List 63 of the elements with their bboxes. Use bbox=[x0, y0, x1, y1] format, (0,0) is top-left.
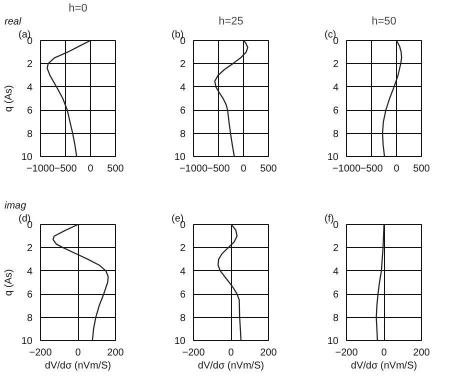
x-tick-label: 500 bbox=[260, 164, 278, 174]
y-tick-label: 6 bbox=[332, 106, 339, 117]
y-tick-label: 8 bbox=[26, 128, 33, 140]
text: imag bbox=[4, 200, 27, 212]
y-axis-title: q (As) bbox=[3, 85, 14, 112]
y-tick-label: 2 bbox=[332, 243, 339, 254]
y-tick-label: 10 bbox=[327, 336, 339, 347]
y-axis-title: q (As) bbox=[3, 269, 14, 296]
y-tick-label: 6 bbox=[26, 106, 33, 117]
x-tick-label: −200 bbox=[335, 348, 358, 358]
x-tick-label: 200 bbox=[413, 348, 430, 358]
y-tick-label: 4 bbox=[26, 82, 33, 94]
x-tick-label: 200 bbox=[260, 348, 278, 358]
y-tick-label: 10 bbox=[327, 152, 339, 163]
x-axis-title: dV/dσ (nVm/S) bbox=[44, 360, 112, 372]
y-tick-label: 4 bbox=[332, 266, 339, 278]
y-tick-label: 8 bbox=[180, 312, 186, 324]
x-tick-label: 0 bbox=[75, 348, 82, 358]
y-tick-label: 8 bbox=[332, 128, 339, 140]
y-tick-label: 2 bbox=[180, 59, 186, 70]
y-tick-label: 2 bbox=[332, 59, 339, 70]
y-tick-label: 10 bbox=[21, 152, 33, 163]
y-tick-label: 10 bbox=[174, 336, 186, 347]
y-tick-label: 0 bbox=[332, 220, 339, 231]
y-tick-label: 8 bbox=[180, 128, 186, 140]
y-tick-label: 8 bbox=[332, 312, 339, 324]
x-tick-label: 0 bbox=[240, 164, 247, 174]
x-tick-label: 0 bbox=[228, 348, 234, 358]
y-tick-label: 4 bbox=[332, 82, 339, 94]
y-tick-label: 2 bbox=[26, 59, 33, 70]
x-tick-label: 200 bbox=[107, 348, 124, 358]
x-tick-label: −200 bbox=[182, 348, 206, 358]
x-tick-label: −200 bbox=[29, 348, 52, 358]
x-axis-title: dV/dσ (nVm/S) bbox=[198, 360, 264, 372]
x-tick-label: 0 bbox=[88, 164, 94, 174]
x-axis-title: dV/dσ (nVm/S) bbox=[350, 360, 418, 372]
x-tick-label: 0 bbox=[394, 164, 400, 174]
y-tick-label: 4 bbox=[180, 82, 186, 94]
x-tick-label: −1000 bbox=[26, 164, 55, 174]
y-tick-label: 10 bbox=[174, 152, 186, 163]
text: real bbox=[4, 16, 22, 28]
x-tick-label: −1000 bbox=[179, 164, 208, 174]
y-tick-label: 6 bbox=[180, 106, 186, 117]
y-tick-label: 2 bbox=[26, 243, 33, 254]
chart-title: h=50 bbox=[372, 16, 396, 28]
y-tick-label: 8 bbox=[26, 312, 33, 324]
x-tick-label: 500 bbox=[107, 164, 124, 174]
x-tick-label: 0 bbox=[381, 348, 388, 358]
y-tick-label: 2 bbox=[180, 243, 186, 254]
x-tick-label: −500 bbox=[360, 164, 384, 174]
x-tick-label: −500 bbox=[207, 164, 230, 174]
y-tick-label: 10 bbox=[21, 336, 33, 347]
y-tick-label: 4 bbox=[26, 266, 33, 278]
y-tick-label: 4 bbox=[180, 266, 186, 278]
y-tick-label: 6 bbox=[180, 290, 186, 301]
x-tick-label: −1000 bbox=[332, 164, 361, 174]
y-tick-label: 6 bbox=[332, 290, 339, 301]
y-tick-label: 6 bbox=[26, 290, 33, 301]
chart-title: h=25 bbox=[218, 16, 244, 28]
x-tick-label: −500 bbox=[54, 164, 78, 174]
chart-title: h=0 bbox=[68, 2, 88, 14]
x-tick-label: 500 bbox=[413, 164, 430, 174]
text: (f) bbox=[324, 214, 334, 224]
